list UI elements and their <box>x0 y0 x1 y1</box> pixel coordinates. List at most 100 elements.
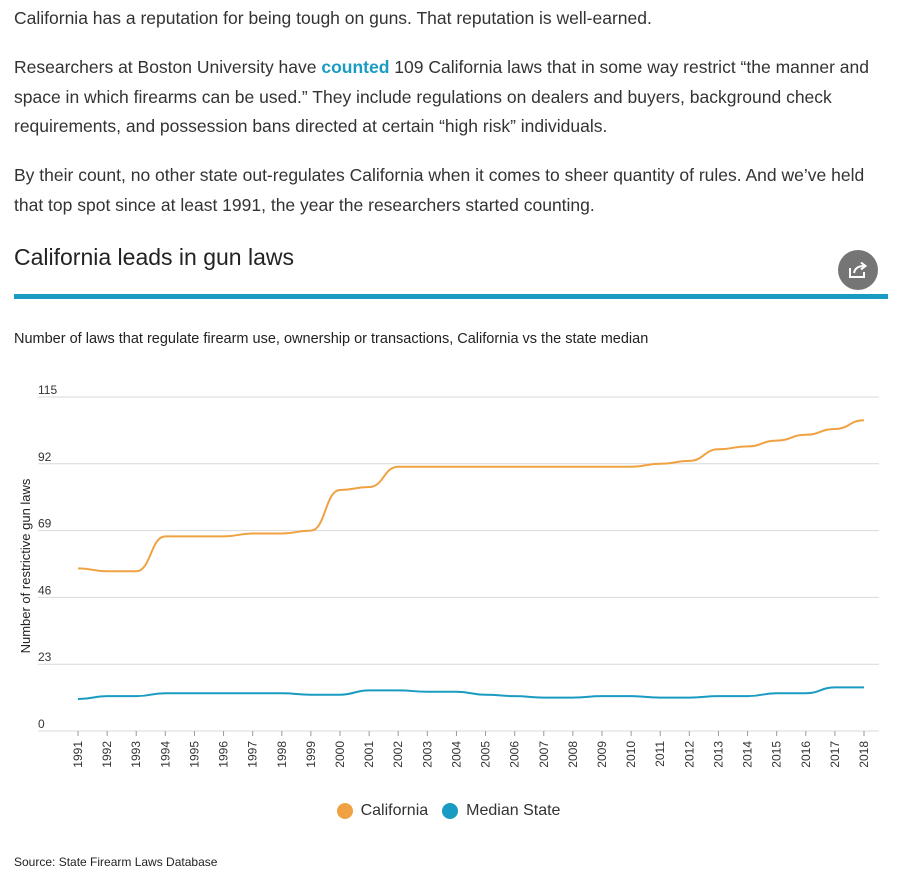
median-state-point[interactable] <box>160 688 170 698</box>
median-state-point[interactable] <box>306 690 316 700</box>
legend-label-california: California <box>360 802 429 819</box>
california-point[interactable] <box>655 459 665 469</box>
median-state-point[interactable] <box>655 693 665 703</box>
y-tick-label: 0 <box>38 717 45 731</box>
x-tick-label: 1998 <box>275 741 289 768</box>
legend-item-california[interactable]: California <box>336 802 429 820</box>
california-point[interactable] <box>713 444 723 454</box>
share-icon <box>849 261 868 278</box>
research-text-after: 109 California laws that in some way res… <box>14 57 869 136</box>
median-state-point[interactable] <box>481 690 491 700</box>
x-tick-label: 2002 <box>391 741 405 768</box>
x-tick-label: 1994 <box>158 741 172 768</box>
california-line <box>77 419 865 573</box>
median-state-point[interactable] <box>277 688 287 698</box>
california-point[interactable] <box>131 566 141 576</box>
x-tick-label: 2005 <box>479 741 493 768</box>
x-tick-label: 2016 <box>799 741 813 768</box>
median-state-point[interactable] <box>364 685 374 695</box>
median-state-point[interactable] <box>422 687 432 697</box>
california-point[interactable] <box>364 482 374 492</box>
counted-link[interactable]: counted <box>321 57 390 77</box>
california-point[interactable] <box>102 566 112 576</box>
median-state-point[interactable] <box>801 688 811 698</box>
median-state-point[interactable] <box>539 693 549 703</box>
california-point[interactable] <box>277 529 287 539</box>
median-state-point[interactable] <box>189 688 199 698</box>
median-state-point[interactable] <box>772 688 782 698</box>
x-tick-label: 2017 <box>828 741 842 768</box>
research-text-before: Researchers at Boston University have <box>14 57 322 77</box>
x-tick-label: 2011 <box>653 741 667 767</box>
chart-legend: California Median State <box>0 802 897 820</box>
research-paragraph: Researchers at Boston University have co… <box>14 53 884 142</box>
title-divider <box>14 294 888 299</box>
california-point[interactable] <box>830 424 840 434</box>
median-state-point[interactable] <box>568 693 578 703</box>
median-state-point[interactable] <box>830 682 840 692</box>
x-tick-label: 2000 <box>333 741 347 768</box>
median-state-point[interactable] <box>626 691 636 701</box>
x-tick-label: 1995 <box>187 741 201 768</box>
california-point[interactable] <box>393 462 403 472</box>
legend-item-median-state[interactable]: Median State <box>442 802 560 820</box>
california-point[interactable] <box>772 436 782 446</box>
x-tick-labels: 1991 1992 1993 1994 1995 1996 1997 1998 1999 2000… <box>71 731 871 768</box>
median-state-point[interactable] <box>713 691 723 701</box>
median-state-legend-dot <box>442 803 459 819</box>
california-point[interactable] <box>306 526 316 536</box>
y-tick-label: 23 <box>38 650 52 664</box>
y-axis-label: Number of restrictive gun laws <box>18 478 33 653</box>
california-point[interactable] <box>743 441 753 451</box>
y-tick-label: 115 <box>38 383 57 397</box>
california-point[interactable] <box>248 529 258 539</box>
california-point[interactable] <box>481 462 491 472</box>
median-state-point[interactable] <box>859 682 869 692</box>
x-tick-label: 1997 <box>246 741 260 768</box>
california-point[interactable] <box>626 462 636 472</box>
california-point[interactable] <box>859 415 869 425</box>
x-tick-label: 2013 <box>711 741 725 768</box>
california-point[interactable] <box>335 485 345 495</box>
x-tick-label: 2014 <box>741 741 755 768</box>
california-point[interactable] <box>801 430 811 440</box>
median-state-point[interactable] <box>335 690 345 700</box>
chart-title: California leads in gun laws <box>14 244 294 270</box>
x-tick-label: 2018 <box>857 741 871 768</box>
x-tick-label: 2010 <box>624 741 638 768</box>
median-state-point[interactable] <box>510 691 520 701</box>
california-point[interactable] <box>422 462 432 472</box>
california-point[interactable] <box>189 531 199 541</box>
x-tick-label: 2004 <box>449 741 463 768</box>
x-tick-label: 2001 <box>362 741 376 768</box>
california-point[interactable] <box>160 531 170 541</box>
california-point[interactable] <box>73 563 83 573</box>
median-state-point[interactable] <box>248 688 258 698</box>
median-state-point[interactable] <box>597 691 607 701</box>
legend-label-median-state: Median State <box>466 802 561 819</box>
median-state-point[interactable] <box>451 687 461 697</box>
california-point[interactable] <box>597 462 607 472</box>
california-point[interactable] <box>510 462 520 472</box>
median-state-point[interactable] <box>743 691 753 701</box>
grid-lines <box>38 396 879 732</box>
california-point[interactable] <box>219 531 229 541</box>
median-state-point[interactable] <box>684 693 694 703</box>
california-point[interactable] <box>539 462 549 472</box>
california-point[interactable] <box>568 462 578 472</box>
share-button[interactable] <box>838 250 878 290</box>
x-tick-label: 2008 <box>566 741 580 768</box>
california-point[interactable] <box>451 462 461 472</box>
x-tick-label: 1991 <box>71 741 85 768</box>
median-state-point[interactable] <box>102 691 112 701</box>
source-note: Source: State Firearm Laws Database <box>14 855 218 869</box>
california-point[interactable] <box>684 456 694 466</box>
x-tick-label: 2015 <box>770 741 784 768</box>
median-state-line <box>77 686 864 701</box>
median-state-point[interactable] <box>219 688 229 698</box>
x-tick-label: 1993 <box>129 741 143 768</box>
median-state-point[interactable] <box>73 694 83 704</box>
median-state-point[interactable] <box>393 685 403 695</box>
median-state-point[interactable] <box>131 691 141 701</box>
